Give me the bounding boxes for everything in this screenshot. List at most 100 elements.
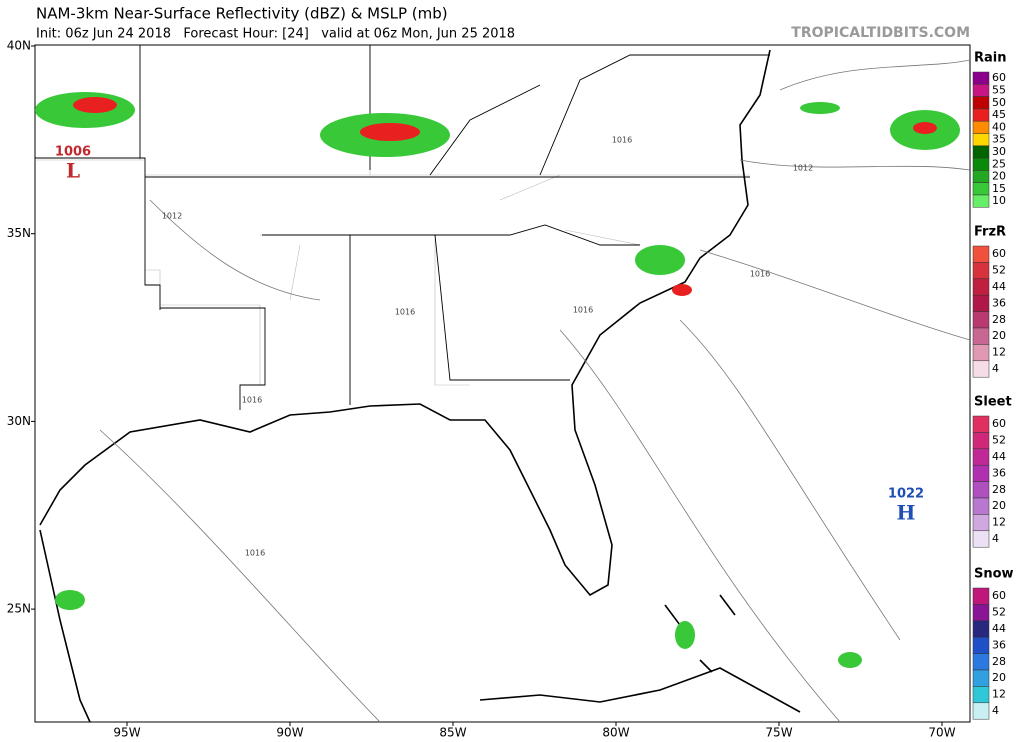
legend-label: 25 [992,157,1006,170]
legend-swatch [972,182,990,196]
legend-swatch [972,245,990,263]
legend-label: 35 [992,133,1006,146]
legend-label: 40 [992,120,1006,133]
state-borders [35,45,770,410]
legend-swatch [972,262,990,280]
legend-swatch [972,653,990,671]
legend-label: 30 [992,145,1006,158]
legend-title: FrzR [974,225,1006,240]
site-name: TROPICALTIDBITS.COM [791,25,970,41]
legend-swatch [972,636,990,654]
legend-label: 20 [992,329,1006,342]
coastline [39,49,801,723]
legend-label: 4 [992,362,999,375]
legend-label: 44 [992,280,1006,293]
legend-swatch [972,108,990,122]
legend-title: Sleet [974,395,1012,410]
subtitle: Init: 06z Jun 24 2018 Forecast Hour: [24… [36,27,515,42]
title: NAM-3km Near-Surface Reflectivity (dBZ) … [36,5,448,23]
legend-swatch [972,145,990,159]
lon-label: 80W [602,726,629,740]
legend-label: 20 [992,499,1006,512]
isobar-label: 1016 [245,549,265,558]
legend-swatch [972,432,990,450]
legend-swatch [972,530,990,548]
legend-swatch [972,620,990,638]
legend-label: 55 [992,83,1006,96]
legend-swatch [972,327,990,345]
legend-label: 60 [992,589,1006,602]
legend-swatch [972,686,990,704]
lon-label: 85W [439,726,466,740]
isobar-label: 1016 [612,136,632,145]
map-frame [34,44,971,723]
isobar-label: 1016 [395,308,415,317]
lat-label: 30N [7,414,31,428]
legend-label: 20 [992,170,1006,183]
legend-label: 52 [992,264,1006,277]
precipitation [35,92,960,668]
legend-title: Rain [974,51,1007,66]
legend-swatch [972,415,990,433]
legend-label: 44 [992,450,1006,463]
pressure-value: 1022 [888,487,924,502]
lon-label: 90W [276,726,303,740]
legend-swatch [972,514,990,532]
isobar-label: 1012 [162,212,182,221]
pressure-symbol: H [897,501,916,525]
legend-swatch [972,702,990,720]
legend-swatch [972,120,990,134]
legend-label: 28 [992,483,1006,496]
isobar-label: 1016 [242,396,262,405]
pressure-symbol: L [66,159,80,183]
lon-label: 70W [928,726,955,740]
legend-swatch [972,360,990,378]
legend-swatch [972,344,990,362]
legend-swatch [972,170,990,183]
legend-swatch [972,71,990,85]
lon-label: 95W [113,726,140,740]
legend-label: 28 [992,655,1006,668]
legend-label: 60 [992,417,1006,430]
legend-swatch [972,604,990,622]
isobar-label: 1016 [750,270,770,279]
legend-swatch [972,481,990,499]
legend-label: 12 [992,516,1006,529]
legend-swatch [972,587,990,605]
legend-swatch [972,669,990,687]
legend-label: 44 [992,622,1006,635]
legend-title: Snow [974,567,1014,582]
legend-label: 52 [992,434,1006,447]
legend-swatch [972,278,990,296]
legend-label: 4 [992,704,999,717]
legend-swatch [972,133,990,147]
legend-swatch [972,294,990,312]
legend-label: 15 [992,182,1006,195]
legend: Rain6055504540353025201510FrzR6052443628… [972,51,1014,720]
legend-label: 60 [992,247,1006,260]
pressure-value: 1006 [55,145,91,160]
legend-label: 60 [992,71,1006,84]
legend-label: 36 [992,638,1006,651]
legend-swatch [972,84,990,97]
legend-label: 36 [992,466,1006,479]
legend-label: 36 [992,296,1006,309]
legend-label: 12 [992,346,1006,359]
legend-label: 45 [992,108,1006,121]
legend-swatch [972,448,990,466]
legend-label: 4 [992,532,999,545]
legend-swatch [972,497,990,515]
legend-label: 20 [992,671,1006,684]
legend-swatch [972,157,990,171]
legend-label: 10 [992,194,1006,207]
legend-label: 28 [992,313,1006,326]
legend-swatch [972,311,990,329]
legend-swatch [972,464,990,482]
isobars [99,59,971,723]
legend-label: 52 [992,606,1006,619]
isobar-label: 1016 [573,306,593,315]
lat-label: 40N [7,39,31,53]
